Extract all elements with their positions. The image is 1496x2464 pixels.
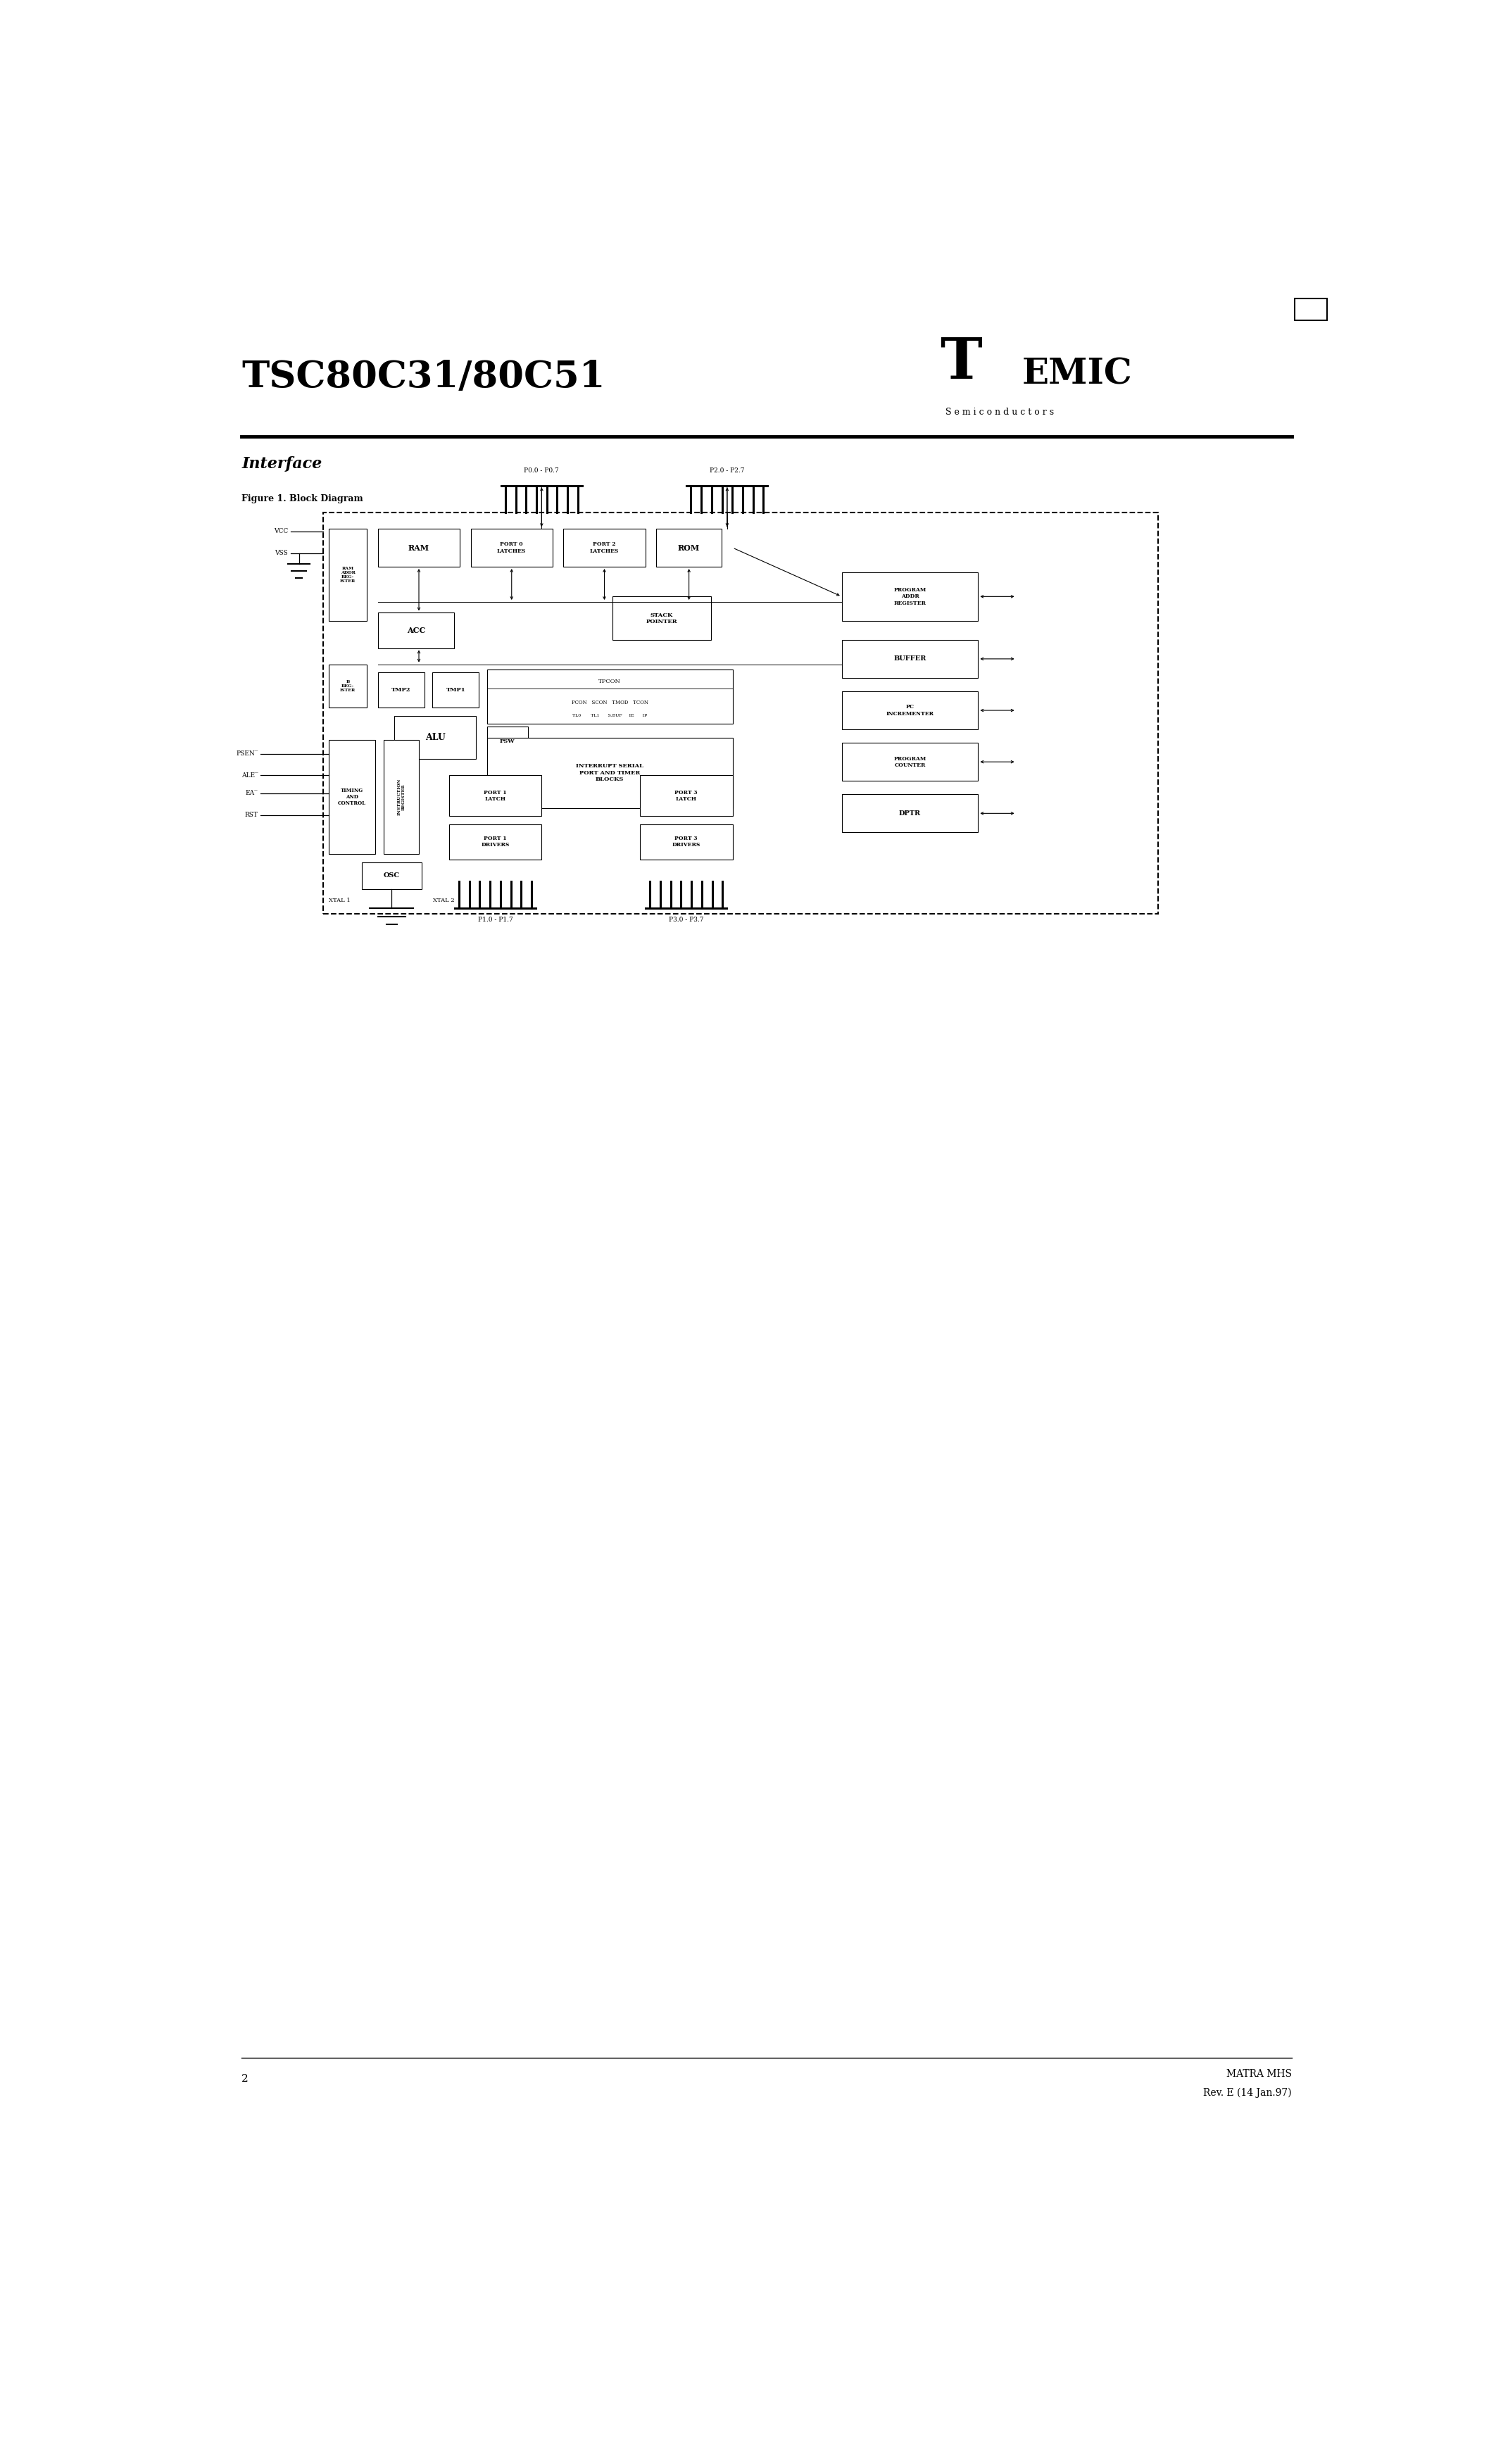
Bar [1294, 298, 1327, 320]
Bar [640, 825, 733, 860]
Text: TSC80C31/80C51: TSC80C31/80C51 [241, 360, 606, 394]
Text: PORT 1
DRIVERS: PORT 1 DRIVERS [482, 835, 510, 848]
Text: PROGRAM
COUNTER: PROGRAM COUNTER [893, 756, 926, 769]
Bar [612, 596, 711, 641]
Text: RAM: RAM [408, 545, 429, 552]
Text: XTAL 2: XTAL 2 [432, 897, 455, 902]
Text: PORT 1
LATCH: PORT 1 LATCH [483, 788, 507, 801]
Text: EMIC: EMIC [1022, 357, 1132, 392]
Text: P0.0 - P0.7: P0.0 - P0.7 [524, 468, 560, 473]
Text: BUFFER: BUFFER [893, 655, 926, 663]
Text: PC
INCREMENTER: PC INCREMENTER [886, 705, 934, 717]
Bar [564, 530, 645, 567]
Text: TL0       TL1      S.BUF     IE      IP: TL0 TL1 S.BUF IE IP [573, 715, 648, 717]
Text: ROM: ROM [678, 545, 700, 552]
Bar [329, 530, 367, 621]
Text: PSEN‾: PSEN‾ [236, 752, 257, 756]
Text: OSC: OSC [383, 872, 399, 880]
Text: EA‾: EA‾ [245, 791, 257, 796]
Text: S e m i c o n d u c t o r s: S e m i c o n d u c t o r s [945, 407, 1053, 416]
Text: TMP2: TMP2 [392, 687, 411, 692]
Bar [329, 739, 375, 855]
Text: Figure 1. Block Diagram: Figure 1. Block Diagram [241, 495, 364, 503]
Bar [323, 513, 1158, 914]
Bar [395, 717, 476, 759]
Bar [362, 862, 422, 890]
Text: Interface: Interface [241, 456, 322, 471]
Bar [432, 673, 479, 707]
Text: PORT 3
LATCH: PORT 3 LATCH [675, 788, 697, 801]
Bar [378, 673, 425, 707]
Text: TMP1: TMP1 [446, 687, 465, 692]
Bar [488, 737, 733, 808]
Text: TIMING
AND
CONTROL: TIMING AND CONTROL [338, 788, 367, 806]
Text: Rev. E (14 Jan.97): Rev. E (14 Jan.97) [1203, 2087, 1293, 2097]
Text: P1.0 - P1.7: P1.0 - P1.7 [477, 917, 513, 922]
Bar [378, 614, 455, 648]
Text: PORT 3
DRIVERS: PORT 3 DRIVERS [672, 835, 700, 848]
Text: B
REG-
ISTER: B REG- ISTER [340, 680, 356, 692]
Text: ALE‾: ALE‾ [241, 771, 257, 779]
Bar [488, 727, 528, 756]
Bar [842, 641, 978, 678]
Bar [383, 739, 419, 855]
Bar [842, 744, 978, 781]
Bar [449, 776, 542, 816]
Text: INTERRUPT SERIAL
PORT AND TIMER
BLOCKS: INTERRUPT SERIAL PORT AND TIMER BLOCKS [576, 764, 643, 781]
Text: DPTR: DPTR [899, 811, 922, 816]
Bar [842, 793, 978, 833]
Text: PORT 0
LATCHES: PORT 0 LATCHES [497, 542, 527, 554]
Text: PROGRAM
ADDR
REGISTER: PROGRAM ADDR REGISTER [893, 586, 926, 606]
Bar [378, 530, 459, 567]
Bar [449, 825, 542, 860]
Text: PSW: PSW [500, 739, 515, 744]
Text: 2: 2 [241, 2075, 248, 2085]
Text: P2.0 - P2.7: P2.0 - P2.7 [709, 468, 745, 473]
Text: MATRA MHS: MATRA MHS [1227, 2070, 1293, 2080]
Text: XTAL 1: XTAL 1 [329, 897, 350, 902]
Text: VCC: VCC [274, 527, 287, 535]
Bar [842, 572, 978, 621]
Text: P3.0 - P3.7: P3.0 - P3.7 [669, 917, 703, 922]
Bar [657, 530, 721, 567]
Text: STACK
POINTER: STACK POINTER [646, 611, 678, 623]
Text: PCON   SCON   TMOD   TCON: PCON SCON TMOD TCON [571, 700, 648, 705]
Bar [640, 776, 733, 816]
Text: VSS: VSS [275, 549, 287, 557]
Bar [471, 530, 552, 567]
Text: T: T [939, 335, 981, 392]
Text: RST: RST [245, 811, 257, 818]
Bar [329, 665, 367, 707]
Text: TPCON: TPCON [598, 678, 621, 685]
Bar [488, 670, 733, 724]
Text: ACC: ACC [407, 626, 425, 633]
Bar [842, 692, 978, 729]
Text: PORT 2
LATCHES: PORT 2 LATCHES [589, 542, 619, 554]
Text: ALU: ALU [425, 732, 446, 742]
Text: RAM
ADDR
REG-
ISTER: RAM ADDR REG- ISTER [340, 567, 356, 582]
Text: INSTRUCTION
REGISTER: INSTRUCTION REGISTER [398, 779, 405, 816]
